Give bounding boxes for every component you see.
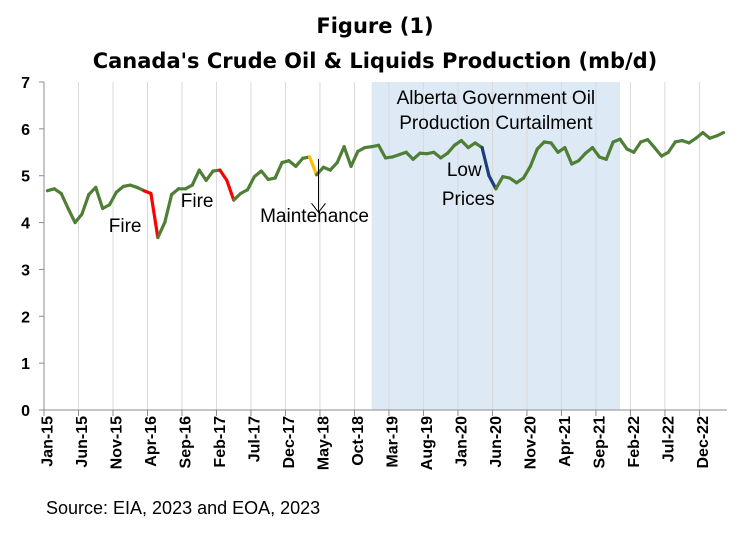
series-segment <box>535 140 546 151</box>
series-segment <box>577 151 588 163</box>
series-segment <box>163 192 174 225</box>
maintenance-annotation: Maintenance <box>260 206 369 227</box>
x-tick-label: Jan-15 <box>39 416 56 467</box>
curtailment-shaded-region <box>371 82 621 410</box>
series-segment <box>294 156 305 168</box>
chart-axes <box>39 81 727 416</box>
low-prices-annotation-line-1: Low <box>447 160 482 181</box>
x-tick-label: Jun-15 <box>74 416 91 468</box>
y-tick-label: 1 <box>21 356 30 373</box>
curtailment-label-line-1: Alberta Government Oil <box>397 88 596 109</box>
x-tick-label: Jul-22 <box>660 416 677 462</box>
x-tick-label: Feb-17 <box>212 416 229 468</box>
series-segment <box>377 143 388 160</box>
series-segment <box>66 206 77 225</box>
x-tick-label: Jan-20 <box>453 416 470 467</box>
x-tick-label: Mar-19 <box>384 416 401 468</box>
x-tick-label: Jul-17 <box>246 416 263 462</box>
series-segment <box>335 145 346 165</box>
series-segment <box>487 174 498 191</box>
series-segment <box>480 146 491 178</box>
maintenance-arrow-icon <box>311 158 326 214</box>
y-tick-label: 4 <box>21 216 30 233</box>
x-tick-label: Sep-16 <box>177 416 194 469</box>
series-segment <box>494 175 505 191</box>
series-segment <box>59 191 70 211</box>
x-tick-label: May-18 <box>315 416 332 470</box>
x-tick-label: Oct-18 <box>350 416 367 466</box>
series-segment <box>73 212 84 225</box>
series-segment <box>308 155 319 177</box>
series-segment <box>563 146 574 166</box>
series-segment <box>404 150 415 161</box>
curtailment-label-line-2: Production Curtailment <box>399 113 593 134</box>
x-axis-tick-labels: Jan-15 Jun-15 Nov-15 Apr-16 Sep-16 Feb-17 Jul-… <box>39 416 711 470</box>
series-segment <box>190 168 201 187</box>
fire-annotation-2017: Fire <box>181 191 214 212</box>
y-tick-label: 2 <box>21 309 30 326</box>
series-segment <box>107 190 119 207</box>
series-segment <box>149 191 160 240</box>
vertical-gridlines <box>43 82 700 410</box>
series-segment <box>666 140 677 154</box>
series-segment <box>197 168 208 182</box>
y-tick-label: 7 <box>21 75 30 92</box>
series-segment <box>218 168 229 182</box>
x-tick-label: Nov-15 <box>108 416 125 469</box>
series-segment <box>349 149 360 168</box>
series-segment <box>459 138 470 150</box>
series-segment <box>328 160 339 172</box>
series-segment <box>80 192 91 216</box>
x-tick-label: Dec-17 <box>281 416 298 469</box>
series-segment <box>590 146 601 159</box>
y-tick-label: 0 <box>21 403 30 420</box>
series-segment <box>521 164 532 180</box>
series-segment <box>646 138 657 150</box>
series-segment <box>342 145 353 168</box>
y-axis-tick-labels: 0 1 2 3 4 5 6 7 <box>21 75 30 420</box>
y-tick-label: 5 <box>21 169 30 186</box>
series-segment <box>618 137 629 151</box>
series-segment <box>225 178 236 202</box>
production-series <box>45 131 726 240</box>
low-prices-annotation-line-2: Prices <box>442 189 495 210</box>
y-tick-label: 3 <box>21 262 30 279</box>
series-segment <box>549 141 560 154</box>
x-tick-label: Apr-21 <box>557 416 574 467</box>
y-tick-label: 6 <box>21 122 30 139</box>
x-tick-label: Nov-20 <box>522 416 539 469</box>
series-segment <box>259 169 270 182</box>
series-segment <box>204 169 215 182</box>
series-segment <box>94 185 105 211</box>
x-tick-label: Sep-21 <box>591 416 608 469</box>
series-segment <box>314 165 326 177</box>
x-tick-label: Dec-22 <box>695 416 712 469</box>
fire-annotation-2016: Fire <box>109 216 142 237</box>
series-segment <box>156 220 167 240</box>
series-segment <box>273 160 284 180</box>
series-segment <box>632 140 643 154</box>
series-segment <box>715 131 726 138</box>
x-tick-label: Aug-19 <box>419 416 436 470</box>
arrow-head <box>311 202 326 214</box>
series-segment <box>528 147 539 168</box>
series-segment <box>245 175 257 192</box>
x-tick-label: Apr-16 <box>143 416 160 467</box>
chart-subtitle: Canada's Crude Oil & Liquids Production … <box>93 49 658 73</box>
x-tick-label: Jun-20 <box>488 416 505 468</box>
chart-title: Figure (1) <box>316 14 433 38</box>
series-segment <box>445 143 457 155</box>
x-tick-label: Feb-22 <box>626 416 643 468</box>
source-note: Source: EIA, 2023 and EOA, 2023 <box>46 498 320 518</box>
series-segment <box>604 140 615 161</box>
series-segment <box>652 146 664 158</box>
